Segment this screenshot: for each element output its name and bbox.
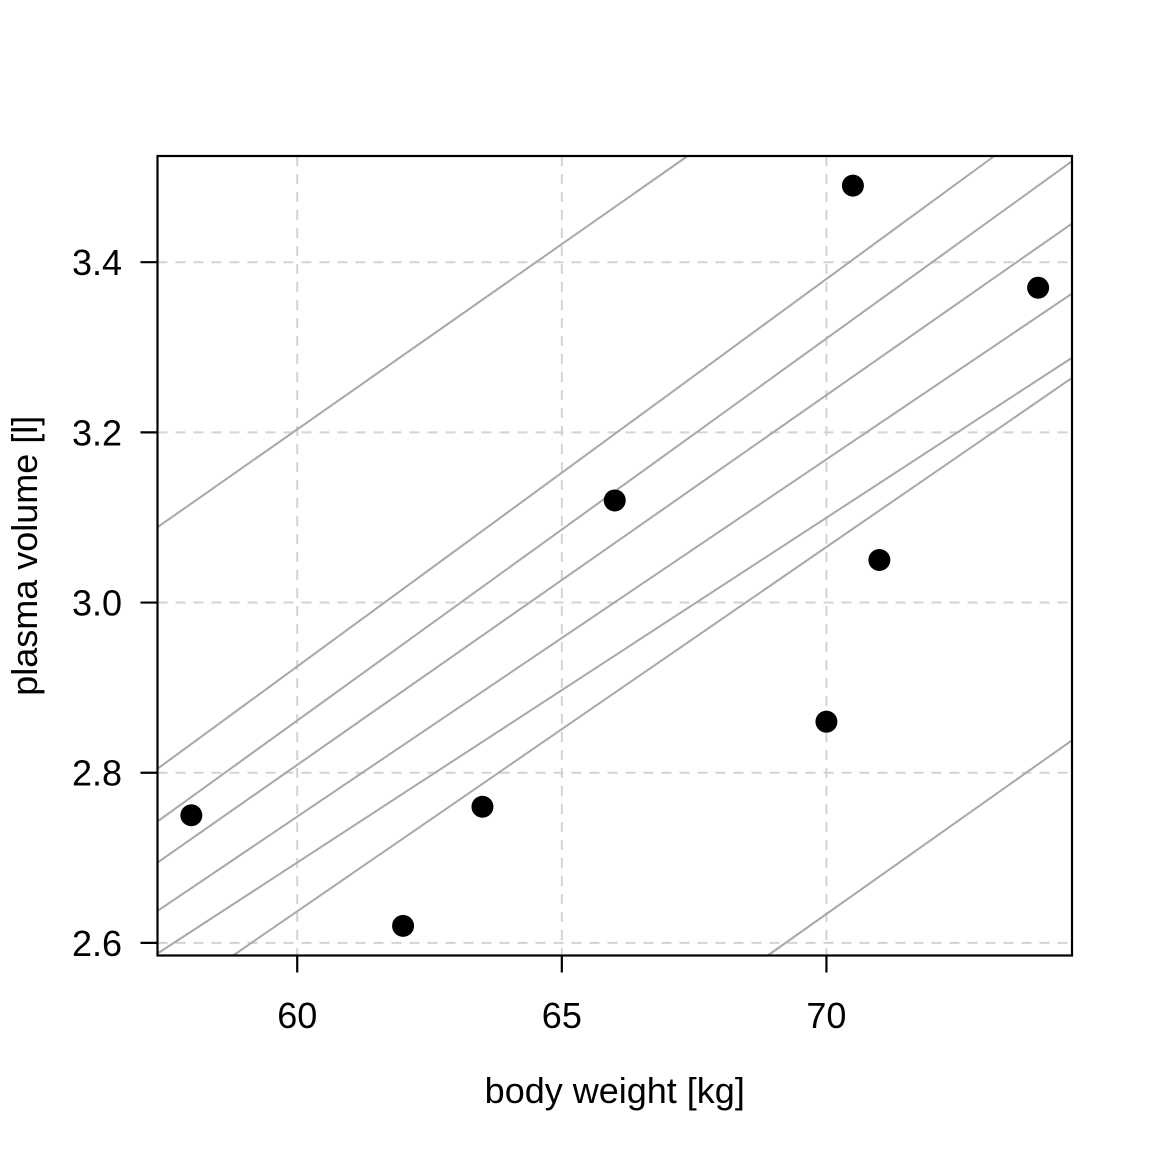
data-point: [180, 804, 203, 827]
y-tick-label: 3.4: [72, 242, 122, 283]
y-axis-title: plasma volume [l]: [4, 416, 45, 696]
data-point: [603, 489, 626, 512]
data-point: [815, 710, 838, 733]
regression-sample-line: [232, 377, 1073, 957]
grid-lines: [157, 156, 1072, 956]
regression-sample-line: [156, 155, 995, 770]
tick-labels: 60 65 70 2.6 2.8 3.0 3.2 3.4: [72, 242, 847, 1036]
data-point: [471, 795, 494, 818]
regression-sample-line: [156, 356, 1073, 955]
x-tick-label: 65: [542, 995, 582, 1036]
sample-regression-lines: [156, 155, 1073, 957]
regression-sample-line: [156, 292, 1073, 912]
data-point: [841, 174, 864, 197]
regression-sample-line: [156, 222, 1073, 864]
regression-sample-line: [767, 739, 1073, 957]
y-tick-label: 3.2: [72, 412, 122, 453]
y-tick-label: 2.8: [72, 753, 122, 794]
y-tick-label: 2.6: [72, 923, 122, 964]
data-points: [180, 174, 1050, 937]
plot-box: [156, 154, 1074, 957]
x-tick-label: 70: [806, 995, 846, 1036]
x-tick-label: 60: [277, 995, 317, 1036]
data-point: [1027, 276, 1050, 299]
axes: [140, 154, 1074, 973]
x-axis-title: body weight [kg]: [485, 1070, 745, 1111]
data-point: [392, 914, 415, 937]
data-point: [868, 549, 891, 572]
y-tick-label: 3.0: [72, 583, 122, 624]
regression-sample-line: [156, 155, 689, 529]
